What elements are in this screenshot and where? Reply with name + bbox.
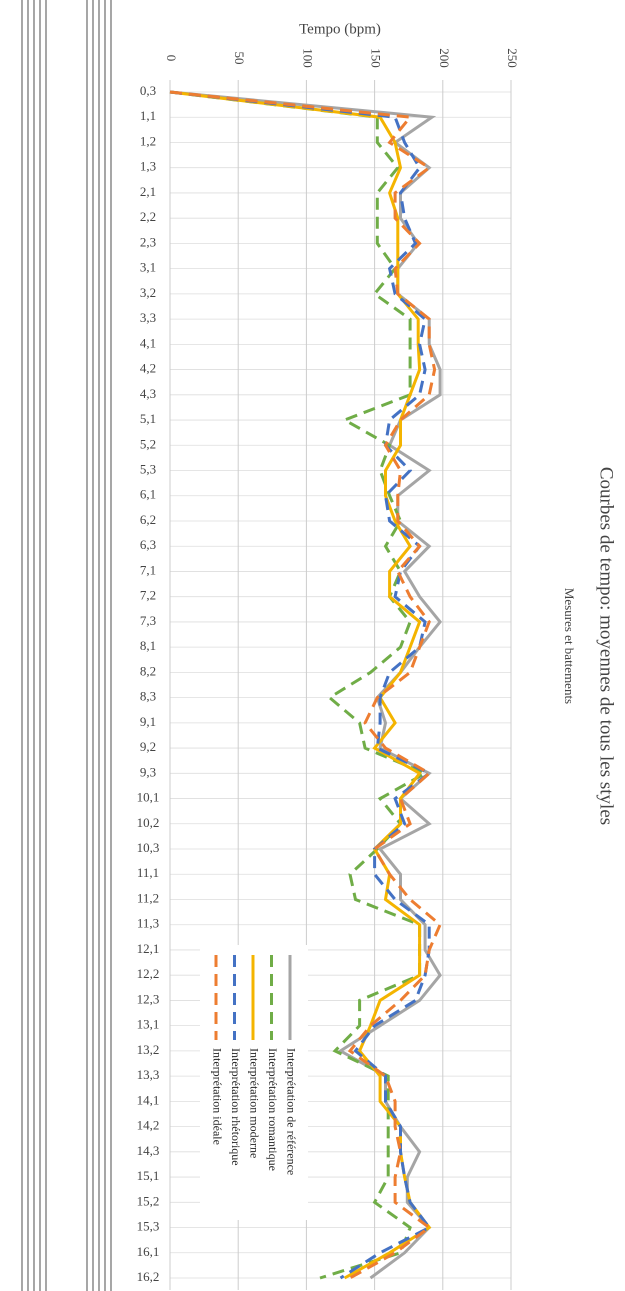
- x-tick-label: 13,3: [137, 1067, 160, 1082]
- x-tick-label: 10,2: [137, 815, 160, 830]
- x-tick-label: 8,2: [140, 663, 156, 678]
- x-tick-label: 5,2: [140, 436, 156, 451]
- series-line: [169, 90, 433, 1280]
- x-tick-label: 13,1: [137, 1017, 160, 1032]
- x-tick-label: 8,1: [140, 638, 156, 653]
- y-tick-label: 50: [232, 52, 247, 65]
- x-tick-label: 15,1: [137, 1168, 160, 1183]
- x-axis-label: Mesures et battements: [562, 588, 577, 704]
- x-tick-label: 2,2: [140, 209, 156, 224]
- score-decoration: [21, 0, 112, 1291]
- y-tick-label: 100: [300, 48, 315, 68]
- x-tick-label: 5,1: [140, 411, 156, 426]
- x-tick-label: 9,1: [140, 714, 156, 729]
- chart-title: Courbes de tempo: moyennes de tous les s…: [596, 467, 617, 825]
- x-tick-label: 4,2: [140, 361, 156, 376]
- x-tick-label: 4,3: [140, 386, 156, 401]
- x-tick-label: 16,2: [137, 1269, 160, 1284]
- x-tick-label: 3,3: [140, 310, 156, 325]
- x-tick-label: 0,3: [140, 83, 156, 98]
- x-tick-label: 10,3: [137, 840, 160, 855]
- legend-label: Interprétation rhétorique: [229, 1048, 243, 1166]
- y-tick-label: 250: [505, 48, 520, 68]
- legend-label: Interprétation romantique: [266, 1048, 280, 1171]
- x-tick-label: 7,3: [140, 613, 156, 628]
- x-tick-label: 6,3: [140, 537, 156, 552]
- x-tick-label: 12,3: [137, 991, 160, 1006]
- x-tick-label: 2,1: [140, 184, 156, 199]
- x-tick-label: 7,2: [140, 588, 156, 603]
- x-tick-label: 8,3: [140, 689, 156, 704]
- x-tick-label: 9,3: [140, 764, 156, 779]
- x-tick-label: 10,1: [137, 790, 160, 805]
- x-tick-label: 6,2: [140, 512, 156, 527]
- x-tick-label: 5,3: [140, 461, 156, 476]
- x-tick-label: 14,1: [137, 1092, 160, 1107]
- x-tick-label: 3,1: [140, 260, 156, 275]
- x-tick-label: 9,2: [140, 739, 156, 754]
- legend-label: Interprétation moderne: [247, 1048, 261, 1158]
- x-tick-label: 14,2: [137, 1118, 160, 1133]
- x-tick-label: 14,3: [137, 1143, 160, 1158]
- series-line: [169, 90, 429, 1280]
- x-tick-label: 13,2: [137, 1042, 160, 1057]
- x-tick-label: 4,1: [140, 335, 156, 350]
- y-tick-label: 0: [164, 55, 179, 62]
- x-tick-label: 1,2: [140, 133, 156, 148]
- x-tick-label: 3,2: [140, 285, 156, 300]
- y-tick-label: 150: [369, 48, 384, 68]
- x-tick-label: 16,1: [137, 1244, 160, 1259]
- legend-label: Interprétation de référence: [284, 1048, 298, 1175]
- x-tick-label: 1,3: [140, 159, 156, 174]
- x-tick-label: 11,2: [137, 890, 159, 905]
- x-tick-label: 6,1: [140, 487, 156, 502]
- x-tick-label: 11,3: [137, 916, 159, 931]
- x-tick-label: 15,2: [137, 1193, 160, 1208]
- y-tick-label: 200: [437, 48, 452, 68]
- y-axis-label: Tempo (bpm): [299, 21, 381, 37]
- x-tick-label: 12,2: [137, 966, 160, 981]
- series-line: [169, 90, 442, 1280]
- x-tick-label: 11,1: [137, 865, 159, 880]
- x-tick-label: 12,1: [137, 941, 160, 956]
- x-tick-label: 2,3: [140, 234, 156, 249]
- x-tick-label: 15,3: [137, 1219, 160, 1234]
- x-tick-label: 1,1: [140, 108, 156, 123]
- legend-label: Interprétation idéale: [210, 1048, 224, 1145]
- x-tick-label: 7,1: [140, 562, 156, 577]
